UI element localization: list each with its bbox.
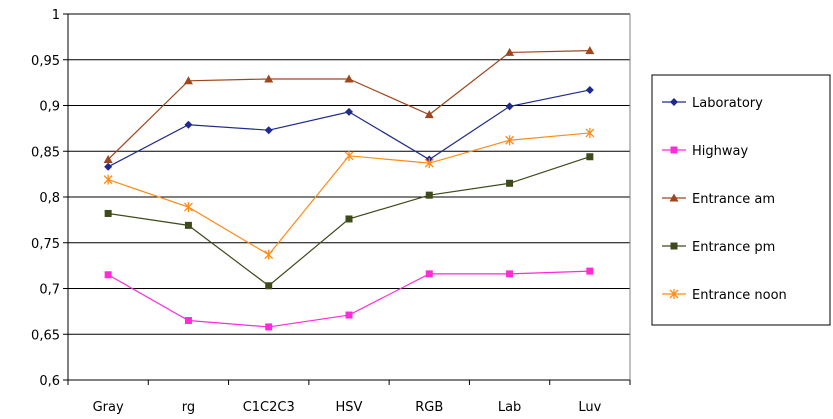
data-point: [264, 249, 274, 260]
data-point: [585, 85, 594, 94]
data-point: [345, 107, 353, 116]
data-point: [265, 282, 273, 290]
y-tick-label: 0,65: [31, 328, 60, 343]
data-point: [183, 202, 193, 213]
y-tick-label: 0,95: [31, 54, 60, 69]
legend-label: Entrance pm: [692, 240, 775, 255]
legend-marker: [670, 146, 678, 154]
y-axis-ticks: 0,6 0,65 0,7 0,75 0,8 0,85 0,9 0,95 1: [31, 8, 68, 389]
y-tick-label: 0,6: [39, 374, 60, 389]
legend-label: Entrance am: [692, 192, 775, 207]
data-point: [183, 76, 193, 85]
x-tick-label: C1C2C3: [243, 400, 295, 415]
data-point: [344, 74, 354, 83]
data-point: [585, 127, 595, 138]
data-point: [345, 215, 353, 223]
data-point: [586, 267, 594, 275]
data-point: [425, 191, 433, 199]
x-tick-label: HSV: [336, 400, 363, 415]
data-point: [184, 120, 193, 129]
data-point: [424, 158, 434, 169]
legend-item: Laboratory: [662, 96, 763, 111]
data-point: [425, 270, 433, 278]
data-point: [264, 74, 274, 83]
data-point: [264, 126, 273, 135]
series-highway: [104, 267, 594, 331]
y-tick-label: 0,9: [39, 100, 60, 115]
series-layer: [103, 46, 595, 331]
y-tick-label: 0,7: [39, 283, 60, 298]
y-tick-label: 1: [52, 8, 60, 23]
data-point: [104, 162, 113, 171]
data-point: [505, 47, 515, 56]
x-tick-label: rg: [182, 400, 195, 415]
y-tick-label: 0,8: [39, 191, 60, 206]
y-tick-label: 0,85: [31, 145, 60, 160]
data-point: [585, 46, 595, 55]
legend-item: Entrance pm: [662, 240, 775, 255]
data-point: [344, 150, 354, 161]
data-point: [506, 270, 514, 278]
series-entrance-noon: [103, 127, 595, 260]
data-point: [505, 102, 514, 111]
legend-item: Entrance am: [662, 192, 775, 207]
data-point: [104, 271, 112, 279]
legend-item: Entrance noon: [662, 288, 787, 303]
legend-marker: [669, 193, 679, 202]
data-point: [506, 179, 514, 187]
series-entrance-pm: [104, 153, 594, 290]
legend: Laboratory Highway Entrance am Entrance pm E…: [651, 74, 831, 326]
legend-item: Highway: [662, 144, 748, 159]
data-point: [505, 135, 515, 146]
grid-lines: [68, 13, 630, 335]
x-axis-ticks: Gray rg C1C2C3 HSV RGB Lab Luv: [67, 380, 631, 415]
data-point: [104, 209, 112, 217]
x-tick-label: Lab: [498, 400, 521, 415]
legend-marker: [670, 242, 678, 250]
legend-box: [651, 74, 831, 326]
legend-label: Laboratory: [692, 96, 763, 111]
y-tick-label: 0,75: [31, 237, 60, 252]
data-point: [586, 153, 594, 161]
x-tick-label: Gray: [93, 400, 124, 415]
legend-marker: [669, 289, 679, 299]
data-point: [103, 154, 113, 163]
data-point: [265, 323, 273, 331]
x-tick-label: RGB: [415, 400, 443, 415]
data-point: [424, 110, 434, 119]
data-point: [103, 174, 113, 185]
legend-marker: [670, 98, 678, 106]
series-entrance-am: [103, 46, 595, 163]
data-point: [184, 317, 192, 325]
data-point: [184, 221, 192, 229]
data-point: [345, 311, 353, 319]
x-tick-label: Luv: [578, 400, 601, 415]
legend-label: Entrance noon: [692, 288, 787, 303]
legend-label: Highway: [692, 144, 748, 159]
